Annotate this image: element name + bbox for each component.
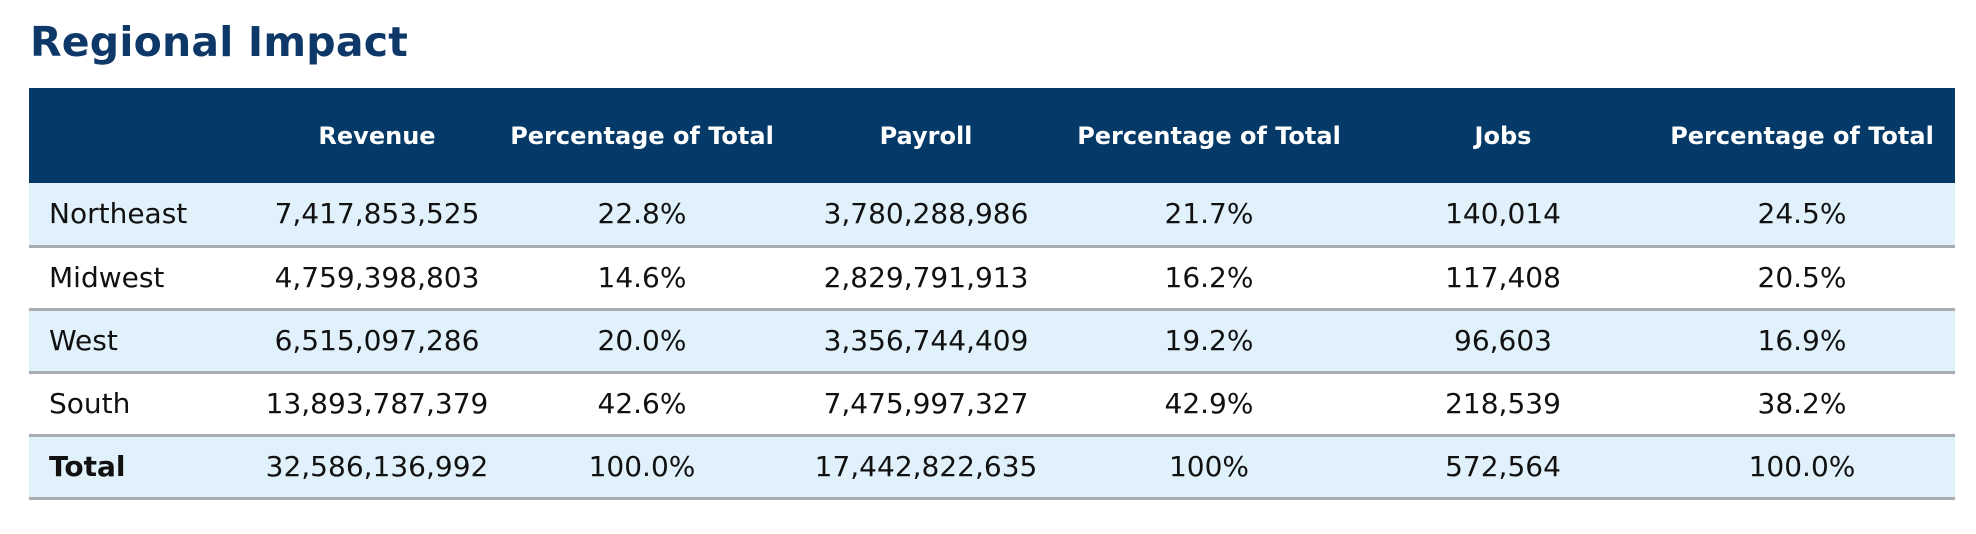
jobs-cell: 140,014 xyxy=(1445,197,1561,231)
jobs-percentage-cell: 24.5% xyxy=(1757,197,1847,231)
table-row: South 13,893,787,379 42.6% 7,475,997,327… xyxy=(29,372,1955,435)
revenue-percentage-cell: 20.0% xyxy=(597,324,687,357)
region-name: Midwest xyxy=(49,261,165,294)
revenue-cell: 13,893,787,379 xyxy=(265,387,489,420)
total-row: Total 32,586,136,992 100.0% 17,442,822,6… xyxy=(29,435,1955,498)
payroll-percentage-cell: 21.7% xyxy=(1164,197,1254,231)
header-jobs: Jobs xyxy=(1474,121,1532,150)
jobs-cell: 218,539 xyxy=(1445,387,1561,420)
page-title: Regional Impact xyxy=(30,18,409,66)
jobs-percentage-cell: 100.0% xyxy=(1748,450,1856,483)
region-name: South xyxy=(49,387,131,420)
revenue-cell: 6,515,097,286 xyxy=(274,324,480,357)
regional-impact-table: Revenue Percentage of Total Payroll Perc… xyxy=(29,88,1955,500)
header-jobs-percentage: Percentage of Total xyxy=(1670,121,1934,150)
region-name: West xyxy=(49,324,118,357)
jobs-percentage-cell: 38.2% xyxy=(1757,387,1847,420)
jobs-percentage-cell: 20.5% xyxy=(1757,261,1847,294)
payroll-percentage-cell: 42.9% xyxy=(1164,387,1254,420)
jobs-cell: 117,408 xyxy=(1445,261,1561,294)
revenue-cell: 7,417,853,525 xyxy=(274,197,480,231)
payroll-cell: 3,356,744,409 xyxy=(823,324,1029,357)
revenue-percentage-cell: 22.8% xyxy=(597,197,687,231)
payroll-cell: 7,475,997,327 xyxy=(823,387,1029,420)
payroll-cell: 17,442,822,635 xyxy=(814,450,1038,483)
payroll-percentage-cell: 100% xyxy=(1168,450,1250,483)
revenue-cell: 4,759,398,803 xyxy=(274,261,480,294)
payroll-percentage-cell: 19.2% xyxy=(1164,324,1254,357)
jobs-percentage-cell: 16.9% xyxy=(1757,324,1847,357)
table-row: West 6,515,097,286 20.0% 3,356,744,409 1… xyxy=(29,309,1955,372)
payroll-cell: 3,780,288,986 xyxy=(823,197,1029,231)
header-region xyxy=(29,88,261,183)
header-payroll: Payroll xyxy=(879,121,973,150)
total-label: Total xyxy=(49,450,126,483)
payroll-cell: 2,829,791,913 xyxy=(823,261,1029,294)
table-row: Midwest 4,759,398,803 14.6% 2,829,791,91… xyxy=(29,246,1955,309)
table-row: Northeast 7,417,853,525 22.8% 3,780,288,… xyxy=(29,183,1955,246)
header-revenue: Revenue xyxy=(318,121,436,150)
jobs-cell: 96,603 xyxy=(1454,324,1552,357)
jobs-cell: 572,564 xyxy=(1445,450,1561,483)
table-header-row: Revenue Percentage of Total Payroll Perc… xyxy=(29,88,1955,183)
header-payroll-percentage: Percentage of Total xyxy=(1077,121,1341,150)
region-name: Northeast xyxy=(49,197,188,231)
revenue-percentage-cell: 42.6% xyxy=(597,387,687,420)
revenue-percentage-cell: 100.0% xyxy=(588,450,696,483)
header-revenue-percentage: Percentage of Total xyxy=(510,121,774,150)
revenue-cell: 32,586,136,992 xyxy=(265,450,489,483)
revenue-percentage-cell: 14.6% xyxy=(597,261,687,294)
payroll-percentage-cell: 16.2% xyxy=(1164,261,1254,294)
